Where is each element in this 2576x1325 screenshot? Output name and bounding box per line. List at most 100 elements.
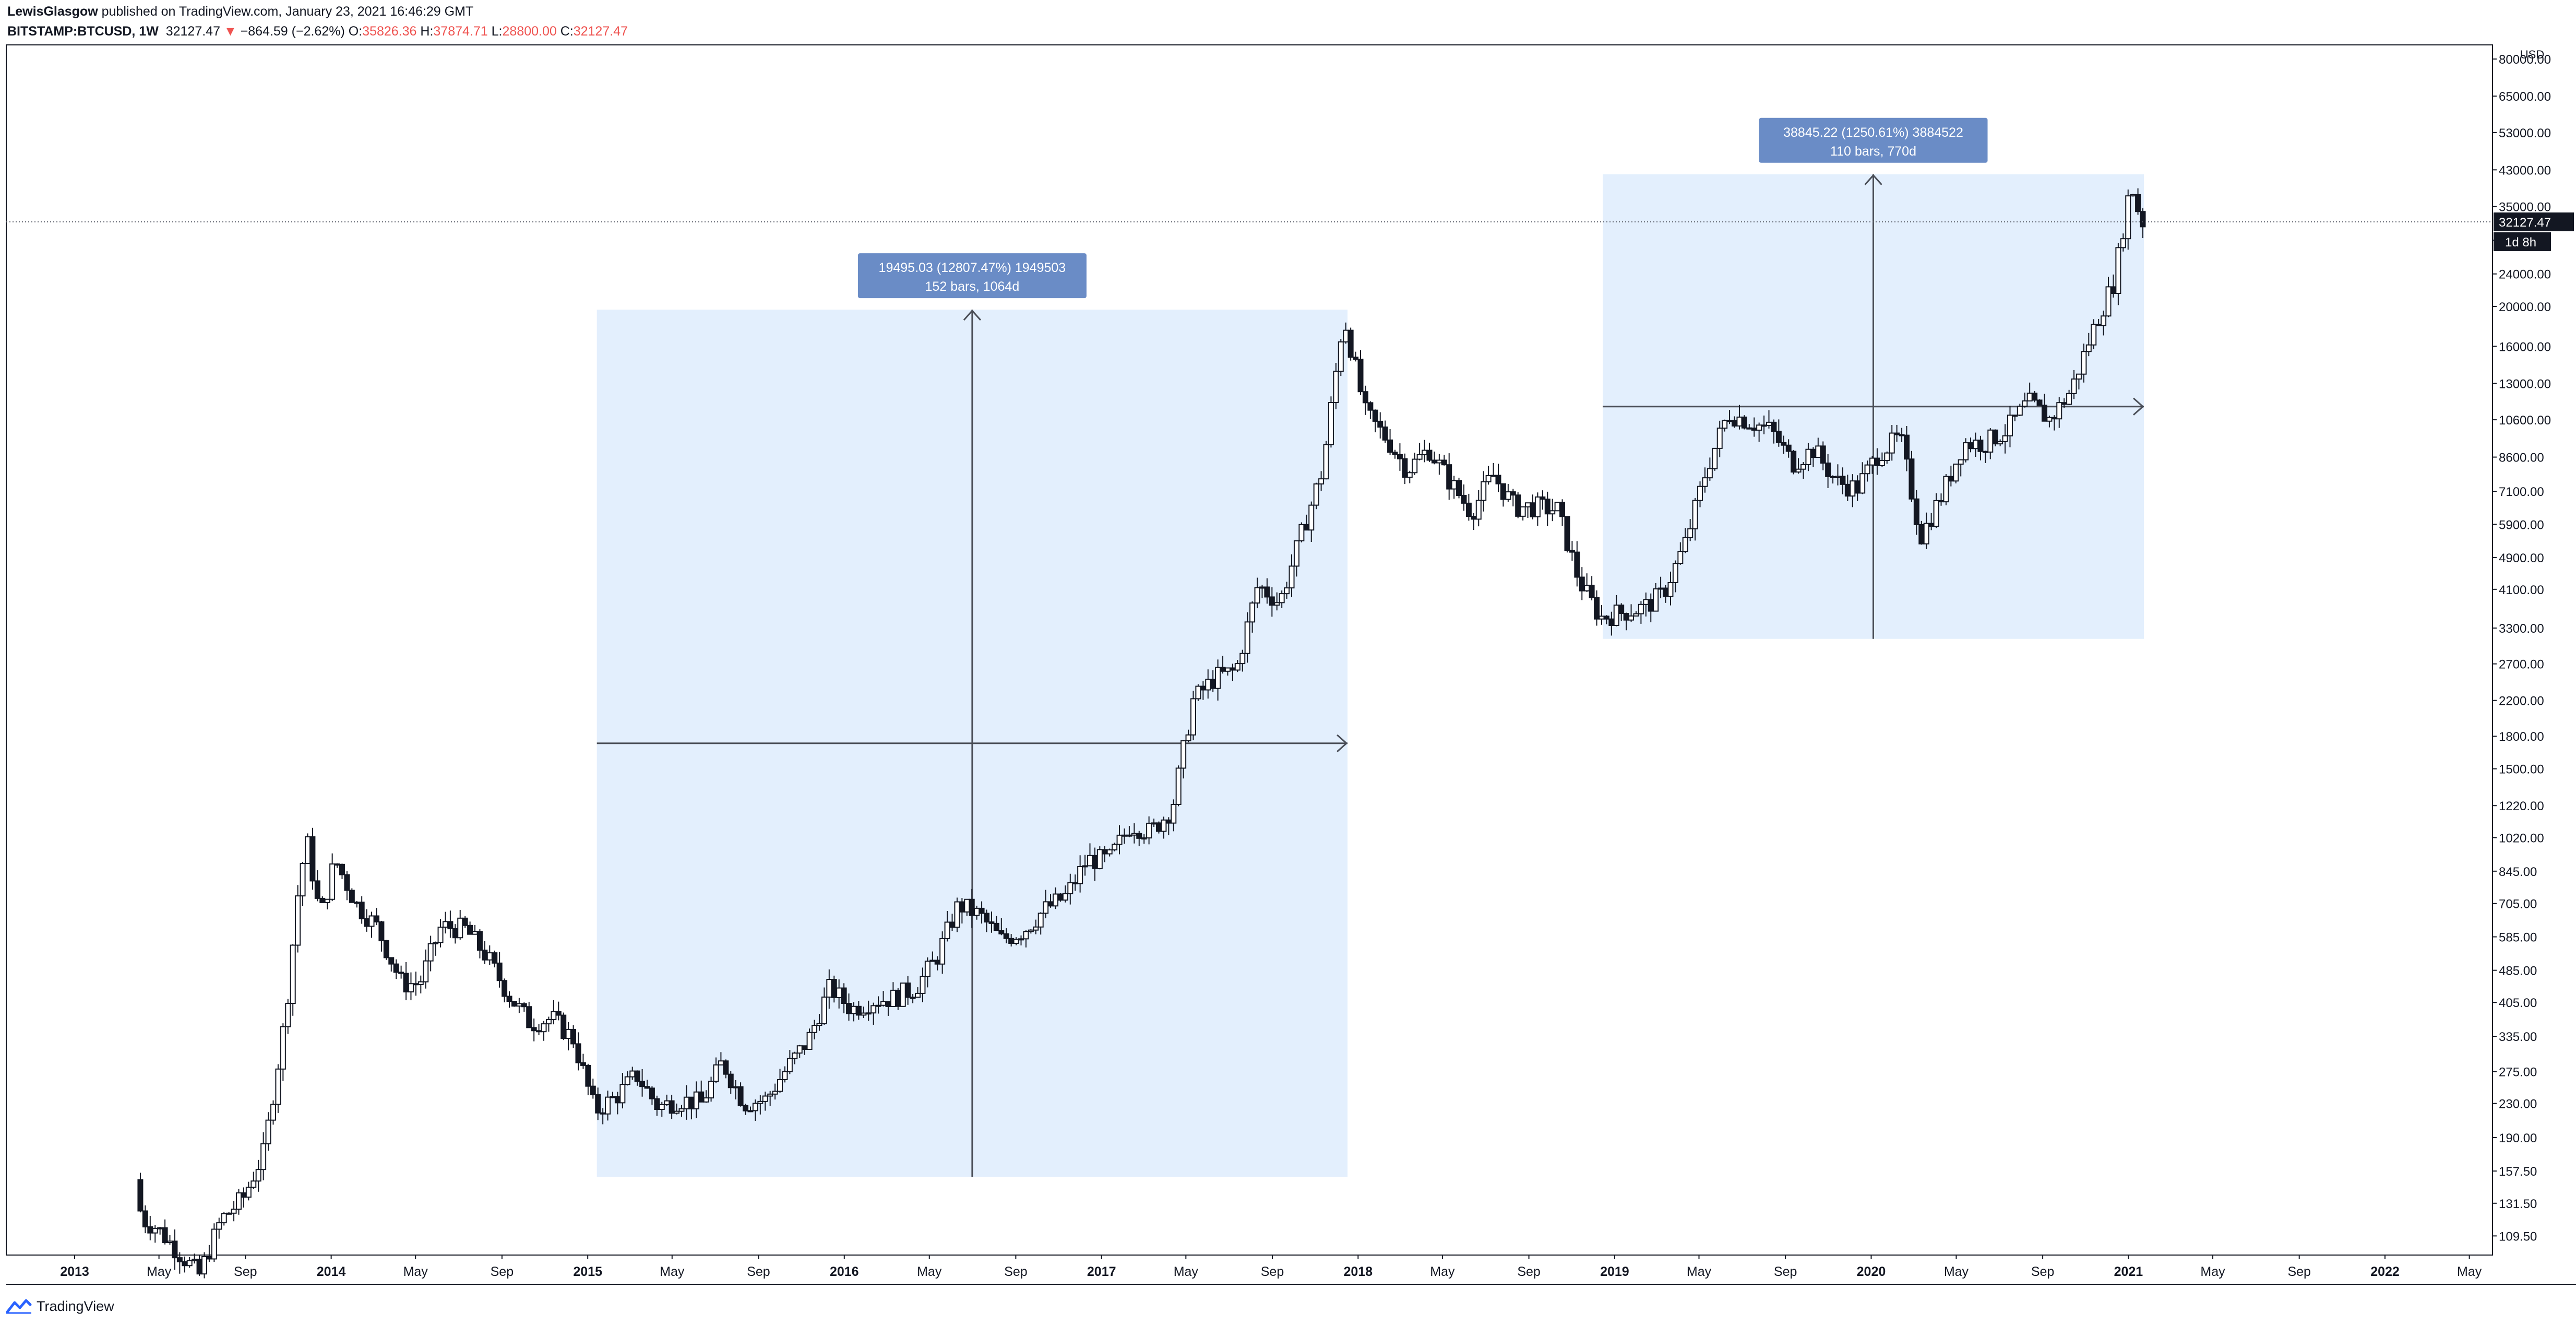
author-name[interactable]: LewisGlasgow <box>7 4 98 19</box>
candle-body <box>1013 939 1019 944</box>
candle-body <box>1844 483 1851 497</box>
symbol-name: BITSTAMP:BTCUSD, 1W <box>7 24 159 39</box>
candle-body <box>383 940 389 959</box>
candle-body <box>949 921 956 928</box>
candle-body <box>176 1257 183 1262</box>
time-axis-label: 2018 <box>1343 1264 1373 1279</box>
candle-body <box>1106 849 1113 855</box>
candle-body <box>349 890 355 903</box>
candle-body <box>1928 523 1935 527</box>
time-axis-label: 2021 <box>2114 1264 2143 1279</box>
time-axis-label: 2013 <box>60 1264 89 1279</box>
tradingview-footer[interactable]: TradingView <box>5 1296 114 1317</box>
price-axis-label: 335.00 <box>2499 1030 2537 1044</box>
price-axis-label: 2200.00 <box>2499 694 2544 708</box>
candle-body <box>1456 480 1462 496</box>
last-price-tag-text: 32127.47 <box>2499 216 2551 230</box>
candle-body <box>314 880 320 899</box>
candle-body <box>1220 667 1226 672</box>
candle-body <box>1264 586 1270 598</box>
time-axis-label: May <box>147 1264 172 1279</box>
candle-body <box>245 1187 252 1198</box>
candle-body <box>1343 329 1349 342</box>
candle-body <box>619 1084 626 1104</box>
price-axis-label: 65000.00 <box>2499 90 2551 104</box>
candle-body <box>728 1073 734 1089</box>
candle-body <box>929 960 936 962</box>
candle-body <box>418 981 424 985</box>
candle-body <box>1230 667 1236 671</box>
candle-body <box>610 1096 616 1098</box>
candle-body <box>915 992 921 998</box>
candle-body <box>1495 475 1501 484</box>
candle-body <box>1382 426 1388 441</box>
candle-body <box>329 863 336 900</box>
candle-body <box>1977 440 1984 452</box>
candle-body <box>654 1098 660 1110</box>
candle-body <box>1461 495 1467 504</box>
candle-body <box>1736 416 1743 427</box>
candle-body <box>1190 698 1196 736</box>
candle-body <box>1643 599 1649 605</box>
candle-body <box>786 1058 793 1072</box>
candle-body <box>260 1143 267 1170</box>
candle-body <box>1224 667 1231 672</box>
candle-body <box>2036 399 2043 406</box>
candle-body <box>1515 494 1521 517</box>
candle-body <box>924 961 931 977</box>
candle-body <box>683 1096 689 1109</box>
candle-body <box>226 1212 232 1215</box>
candle-body <box>1505 491 1511 500</box>
candle-body <box>1712 447 1718 469</box>
candle-body <box>1126 834 1132 837</box>
candle-body <box>875 1004 881 1007</box>
candle-body <box>1825 462 1831 477</box>
candle-body <box>993 922 999 931</box>
candle-body <box>1530 502 1536 517</box>
candle-body <box>1353 357 1359 360</box>
candle-body <box>1279 593 1285 604</box>
arrow-right-icon <box>2133 397 2144 416</box>
candle-body <box>427 943 434 962</box>
candle-body <box>216 1222 222 1230</box>
candle-body <box>1613 605 1619 626</box>
price-axis-label: 705.00 <box>2499 897 2537 912</box>
published-text: published on TradingView.com, January 23… <box>101 4 474 19</box>
candle-body <box>1835 476 1841 478</box>
candle-body <box>2135 194 2141 212</box>
candle-body <box>2046 417 2053 422</box>
candle-body <box>1982 451 1988 453</box>
last-price-tag <box>2494 212 2574 231</box>
candle-body <box>2026 393 2033 401</box>
candle-body <box>1500 483 1506 500</box>
candle-body <box>644 1086 650 1089</box>
candle-body <box>1102 849 1108 855</box>
candlestick-series <box>137 188 2146 1279</box>
candle-body <box>762 1095 768 1102</box>
candle-body <box>1043 901 1049 914</box>
price-axis-label: 24000.00 <box>2499 268 2551 282</box>
candle-body <box>1603 616 1609 620</box>
candle-body <box>1682 537 1688 552</box>
time-axis-label: Sep <box>747 1264 770 1279</box>
candle-body <box>1289 565 1295 589</box>
price-axis-label: 585.00 <box>2499 930 2537 944</box>
candle-body <box>659 1104 665 1110</box>
candle-body <box>1953 464 1959 482</box>
candle-body <box>182 1261 188 1267</box>
candle-body <box>1810 448 1816 458</box>
candle-body <box>285 1003 291 1027</box>
candle-body <box>988 921 995 924</box>
candle-body <box>1884 452 1890 461</box>
arrow-up-icon <box>1864 174 1882 185</box>
candle-body <box>1840 476 1846 485</box>
candle-body <box>1854 480 1861 494</box>
candle-body <box>1141 837 1147 840</box>
candle-body <box>1003 933 1009 939</box>
candle-body <box>364 918 370 927</box>
candle-body <box>1608 618 1615 626</box>
time-axis-label: Sep <box>1004 1264 1027 1279</box>
candle-body <box>1328 402 1334 445</box>
candle-body <box>1594 597 1600 620</box>
